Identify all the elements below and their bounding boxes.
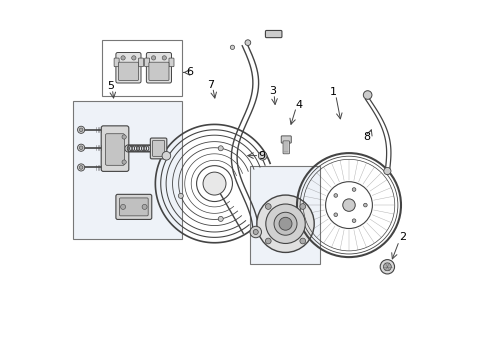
FancyBboxPatch shape [283, 141, 290, 154]
FancyBboxPatch shape [266, 31, 282, 38]
Circle shape [334, 213, 338, 217]
Circle shape [352, 219, 356, 222]
Text: 1: 1 [329, 87, 336, 97]
Text: 6: 6 [186, 67, 193, 77]
Circle shape [364, 91, 372, 99]
Circle shape [380, 260, 394, 274]
Circle shape [218, 216, 223, 221]
Circle shape [142, 204, 147, 210]
Text: 3: 3 [269, 86, 276, 96]
FancyBboxPatch shape [281, 136, 291, 143]
Circle shape [77, 126, 85, 134]
FancyBboxPatch shape [149, 62, 169, 81]
Circle shape [79, 166, 83, 169]
Text: 2: 2 [399, 232, 406, 242]
Circle shape [122, 160, 126, 164]
FancyBboxPatch shape [114, 58, 119, 67]
Circle shape [77, 164, 85, 171]
Text: 5: 5 [107, 81, 114, 91]
Circle shape [266, 204, 271, 210]
Circle shape [121, 204, 125, 210]
Circle shape [132, 56, 136, 60]
Circle shape [77, 144, 85, 151]
Circle shape [343, 199, 355, 211]
Circle shape [79, 128, 83, 132]
Circle shape [162, 56, 167, 60]
FancyBboxPatch shape [116, 194, 152, 220]
Circle shape [178, 193, 183, 198]
Circle shape [300, 204, 306, 210]
Bar [250, 166, 320, 264]
Circle shape [203, 172, 226, 195]
Circle shape [122, 135, 126, 139]
FancyBboxPatch shape [169, 58, 174, 67]
Circle shape [266, 204, 305, 243]
FancyBboxPatch shape [147, 53, 172, 83]
FancyBboxPatch shape [101, 126, 129, 171]
Circle shape [245, 40, 251, 45]
Circle shape [384, 167, 391, 175]
Text: 9: 9 [259, 150, 266, 161]
Circle shape [218, 146, 223, 151]
Text: 8: 8 [364, 132, 370, 142]
Circle shape [121, 56, 125, 60]
FancyBboxPatch shape [116, 53, 141, 83]
Circle shape [352, 188, 356, 192]
Circle shape [162, 152, 171, 160]
FancyBboxPatch shape [145, 58, 149, 67]
Circle shape [334, 194, 338, 197]
Circle shape [266, 238, 271, 244]
FancyBboxPatch shape [152, 140, 165, 156]
FancyBboxPatch shape [139, 58, 144, 67]
Circle shape [253, 229, 258, 234]
Circle shape [300, 238, 306, 244]
Circle shape [250, 226, 262, 238]
Circle shape [279, 217, 292, 230]
Circle shape [258, 152, 267, 160]
Circle shape [364, 203, 367, 207]
Bar [73, 101, 182, 239]
Circle shape [151, 56, 156, 60]
Circle shape [257, 195, 314, 252]
Circle shape [79, 146, 83, 149]
FancyBboxPatch shape [120, 198, 148, 216]
Text: 7: 7 [207, 80, 215, 90]
Text: 4: 4 [295, 100, 302, 110]
Circle shape [230, 45, 235, 49]
Circle shape [274, 212, 297, 235]
FancyBboxPatch shape [150, 138, 167, 159]
Bar [101, 40, 182, 96]
FancyBboxPatch shape [119, 62, 139, 81]
Circle shape [383, 263, 392, 271]
FancyBboxPatch shape [105, 134, 124, 165]
